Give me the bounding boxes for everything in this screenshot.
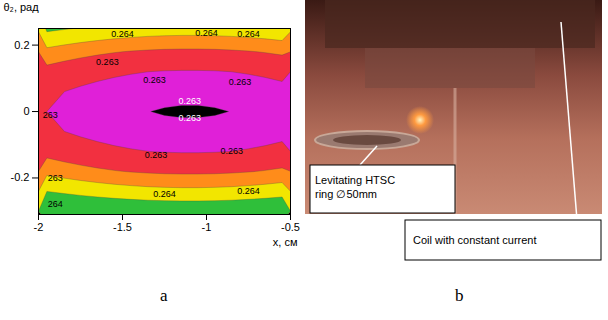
svg-text:0.264: 0.264 [237, 186, 260, 196]
svg-text:x, см: x, см [273, 236, 298, 248]
svg-text:-2: -2 [34, 221, 44, 233]
svg-text:263: 263 [43, 110, 58, 120]
svg-text:0.263: 0.263 [96, 57, 119, 67]
svg-text:0.264: 0.264 [195, 28, 218, 38]
svg-text:264: 264 [48, 199, 63, 209]
svg-text:0.263: 0.263 [178, 96, 201, 106]
svg-text:0.263: 0.263 [178, 113, 201, 123]
svg-text:-0.2: -0.2 [11, 171, 30, 183]
svg-text:0.263: 0.263 [220, 146, 243, 156]
svg-text:263: 263 [48, 173, 63, 183]
svg-text:θ₂, рад: θ₂, рад [4, 1, 40, 13]
svg-text:Levitating HTSCring ∅50mm: Levitating HTSCring ∅50mm [315, 174, 395, 200]
svg-text:0: 0 [23, 105, 29, 117]
svg-text:-1.5: -1.5 [113, 221, 132, 233]
svg-text:0.264: 0.264 [153, 189, 176, 199]
svg-text:0.263: 0.263 [143, 75, 166, 85]
svg-text:0.2: 0.2 [14, 39, 29, 51]
svg-text:-0.5: -0.5 [281, 221, 300, 233]
svg-text:0.264: 0.264 [111, 29, 134, 39]
svg-text:0.263: 0.263 [145, 150, 168, 160]
svg-text:0.263: 0.263 [229, 77, 252, 87]
html-text:b: b [455, 286, 464, 305]
svg-text:-1: -1 [202, 221, 212, 233]
svg-text:Coil with constant current: Coil with constant current [413, 234, 537, 246]
html-text:a: a [160, 286, 168, 305]
svg-text:0.264: 0.264 [237, 29, 260, 39]
